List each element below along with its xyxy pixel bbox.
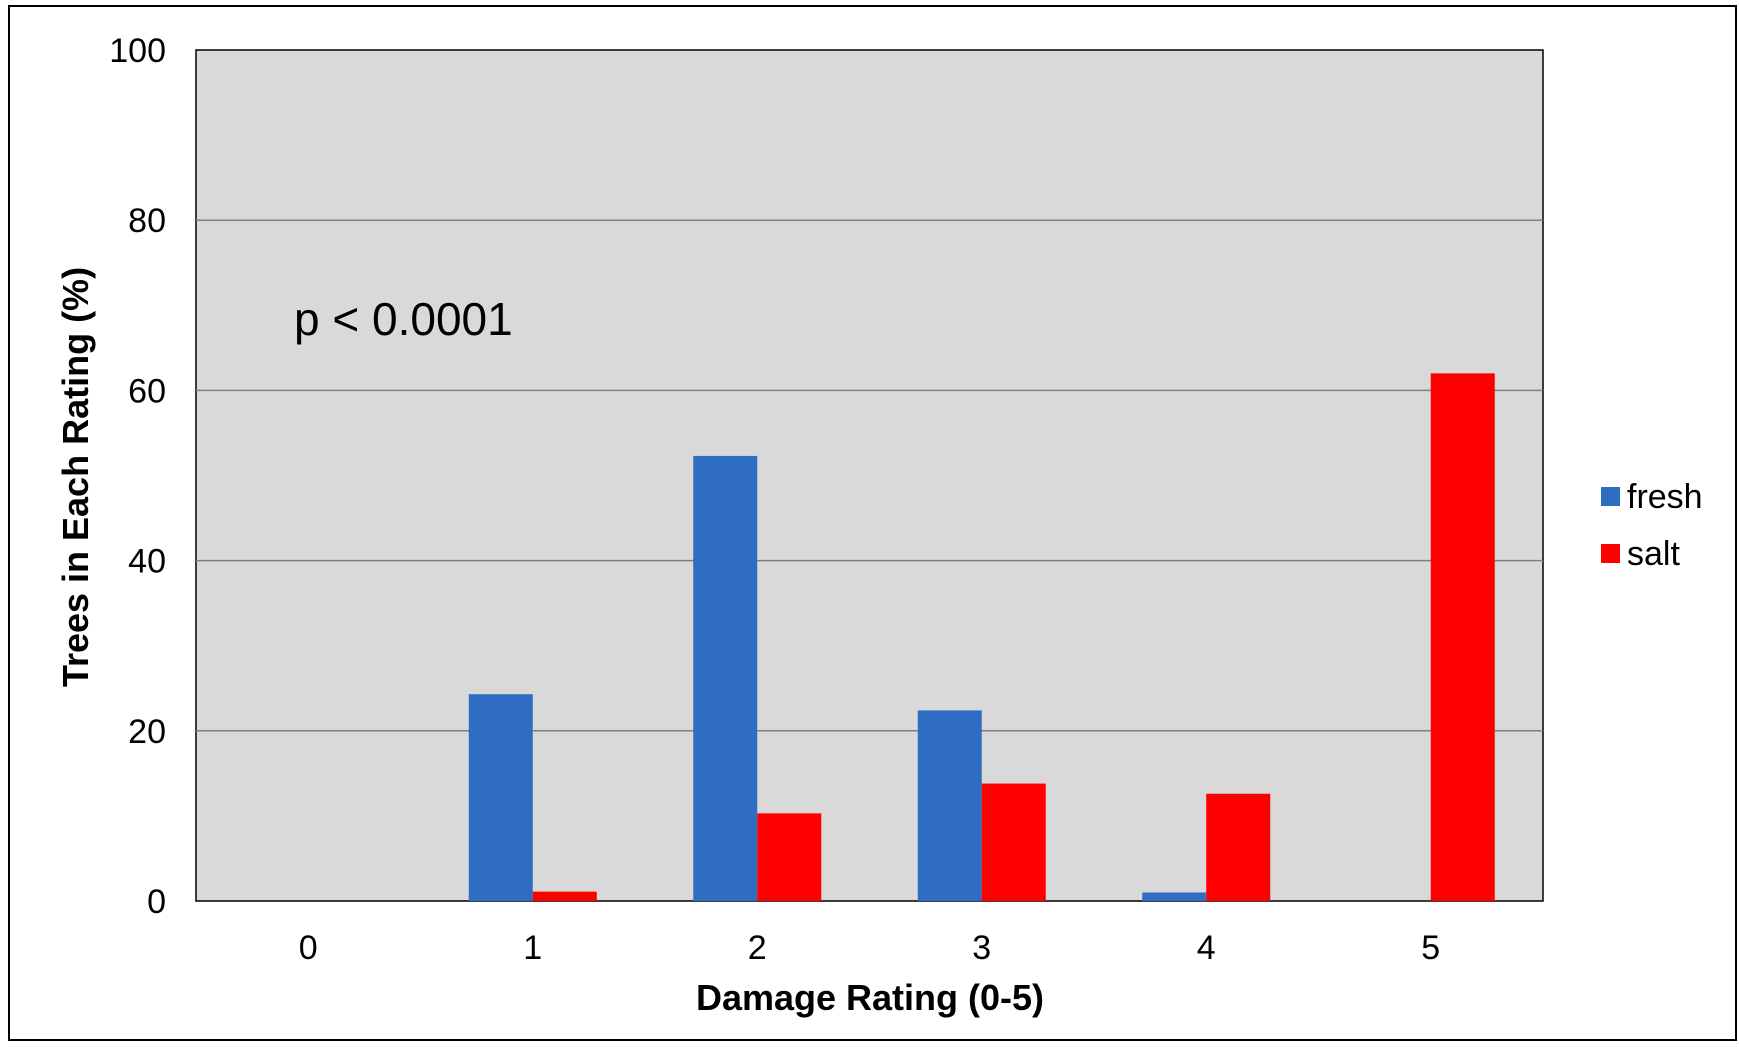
y-tick-label: 0: [147, 883, 166, 921]
bar-salt-4: [1206, 793, 1271, 901]
x-tick-label: 5: [1421, 929, 1440, 967]
y-axis-title: Trees in Each Rating (%): [55, 267, 96, 687]
bar-fresh-4: [1142, 892, 1207, 901]
legend-label-salt: salt: [1627, 535, 1680, 573]
x-tick-label: 4: [1197, 929, 1216, 967]
x-tick-label: 2: [748, 929, 767, 967]
y-tick-label: 100: [109, 32, 166, 70]
legend: fresh salt: [1601, 478, 1703, 573]
x-tick-label: 0: [299, 929, 318, 967]
x-axis-title: Damage Rating (0-5): [696, 977, 1044, 1018]
bar-fresh-1: [468, 694, 533, 901]
x-tick-labels: 0 1 2 3 4 5: [299, 929, 1440, 967]
bar-salt-3: [981, 783, 1046, 901]
bar-fresh-3: [917, 710, 982, 901]
bar-salt-1: [532, 891, 597, 901]
gridlines: [196, 219, 1543, 732]
bar-salt-2: [757, 813, 822, 901]
annotation-text: p < 0.0001: [294, 293, 513, 345]
y-tick-label: 20: [128, 713, 166, 751]
x-tick-label: 3: [972, 929, 991, 967]
y-tick-label: 80: [128, 202, 166, 240]
plot-area: [195, 49, 1544, 902]
legend-label-fresh: fresh: [1627, 478, 1703, 516]
legend-swatch-salt: [1601, 544, 1620, 563]
y-tick-labels: 0 20 40 60 80 100: [109, 32, 166, 921]
bar-salt-5: [1430, 373, 1495, 901]
bar-fresh-2: [693, 455, 758, 901]
y-tick-label: 60: [128, 372, 166, 410]
legend-swatch-fresh: [1601, 487, 1620, 506]
y-tick-label: 40: [128, 543, 166, 581]
bars: [468, 373, 1495, 901]
x-tick-label: 1: [523, 929, 542, 967]
